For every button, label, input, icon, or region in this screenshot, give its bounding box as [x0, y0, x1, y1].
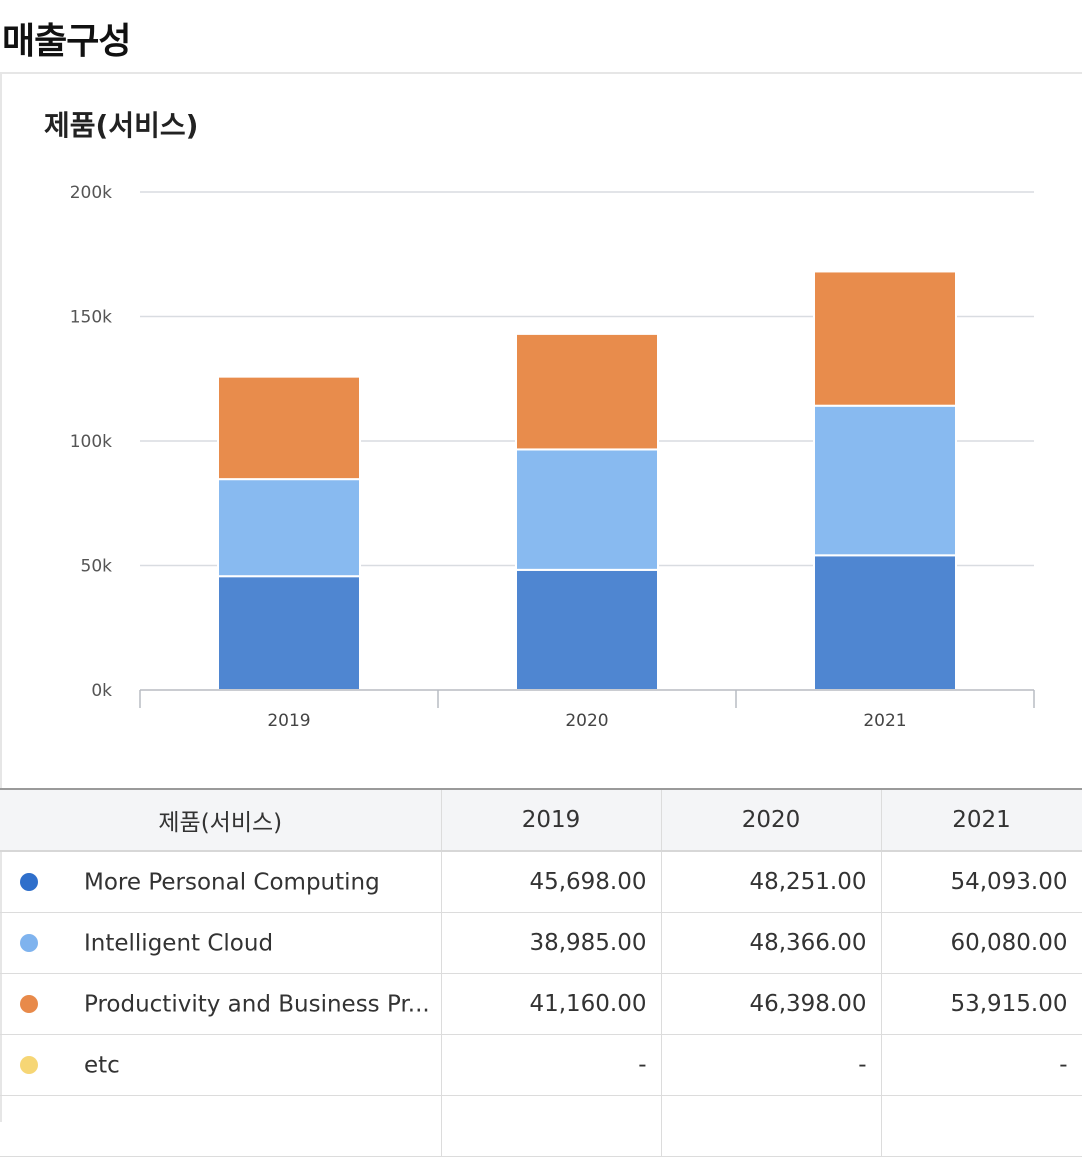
value-cell: 60,080.00	[881, 912, 1082, 974]
value-cell: 45,698.00	[441, 851, 662, 913]
bar-segment	[813, 270, 957, 407]
bar-segment	[813, 404, 957, 557]
value-cell: 38,985.00	[441, 912, 662, 974]
header-2021: 2021	[881, 788, 1082, 852]
chart-title: 제품(서비스)	[44, 109, 199, 142]
row-label: Productivity and Business Pr...	[84, 991, 430, 1018]
row-name-cell: Intelligent Cloud	[0, 912, 442, 974]
data-table: 제품(서비스) 2019 2020 2021 More Personal Com…	[0, 788, 1082, 1157]
bar-segment	[217, 478, 361, 578]
row-name-cell: etc	[0, 1034, 442, 1096]
value-cell: 48,251.00	[661, 851, 882, 913]
row-name-cell: Productivity and Business Pr...	[0, 973, 442, 1035]
stacked-bar-chart: 0k 50k 100k 150k 200k 2019 2020 2021	[70, 183, 1035, 731]
axis-labels: 0k 50k 100k 150k 200k 2019 2020 2021	[70, 183, 907, 731]
x-tick-label: 2020	[565, 711, 608, 731]
value-cell: 53,915.00	[881, 973, 1082, 1035]
bar-segment	[515, 448, 659, 571]
x-axis	[139, 689, 1035, 708]
y-tick-label: 200k	[70, 183, 112, 203]
bar-segment	[217, 575, 361, 691]
table-header-row: 제품(서비스) 2019 2020 2021	[0, 788, 1082, 852]
row-label: Intelligent Cloud	[84, 930, 274, 957]
y-tick-label: 100k	[70, 432, 112, 452]
value-cell: -	[881, 1034, 1082, 1096]
value-cell: 41,160.00	[441, 973, 662, 1035]
value-cell: 46,398.00	[661, 973, 882, 1035]
row-label: More Personal Computing	[84, 869, 380, 896]
header-2019: 2019	[441, 788, 662, 852]
chart-panel	[0, 72, 1082, 1122]
row-name-cell: More Personal Computing	[0, 851, 442, 913]
header-product: 제품(서비스)	[0, 788, 442, 852]
empty-cell	[441, 1095, 662, 1157]
value-cell: -	[661, 1034, 882, 1096]
legend-dot-icon	[20, 873, 38, 892]
legend-dot-icon	[20, 995, 38, 1014]
value-cell: 54,093.00	[881, 851, 1082, 913]
y-tick-label: 150k	[70, 308, 112, 328]
value-cell: 48,366.00	[661, 912, 882, 974]
bar-segment	[217, 375, 361, 481]
bar-segment	[515, 332, 659, 451]
bars	[217, 270, 957, 691]
x-tick-label: 2019	[267, 711, 310, 731]
header-2020: 2020	[661, 788, 882, 852]
table-row: More Personal Computing 45,698.00 48,251…	[0, 851, 1082, 913]
table-row: Productivity and Business Pr... 41,160.0…	[0, 973, 1082, 1035]
row-label: etc	[84, 1052, 120, 1079]
y-tick-label: 50k	[81, 557, 113, 577]
bar-segment	[515, 568, 659, 691]
legend-dot-icon	[20, 934, 38, 953]
empty-cell	[661, 1095, 882, 1157]
empty-cell	[881, 1095, 1082, 1157]
bar-segment	[813, 554, 957, 691]
empty-cell	[0, 1095, 442, 1157]
y-tick-label: 0k	[91, 681, 112, 701]
page-title: 매출구성	[2, 21, 131, 62]
value-cell: -	[441, 1034, 662, 1096]
x-tick-label: 2021	[863, 711, 906, 731]
legend-dot-icon	[20, 1056, 38, 1075]
table-row: Intelligent Cloud 38,985.00 48,366.00 60…	[0, 912, 1082, 974]
table-row: etc - - -	[0, 1034, 1082, 1096]
table-row-empty	[0, 1095, 1082, 1157]
